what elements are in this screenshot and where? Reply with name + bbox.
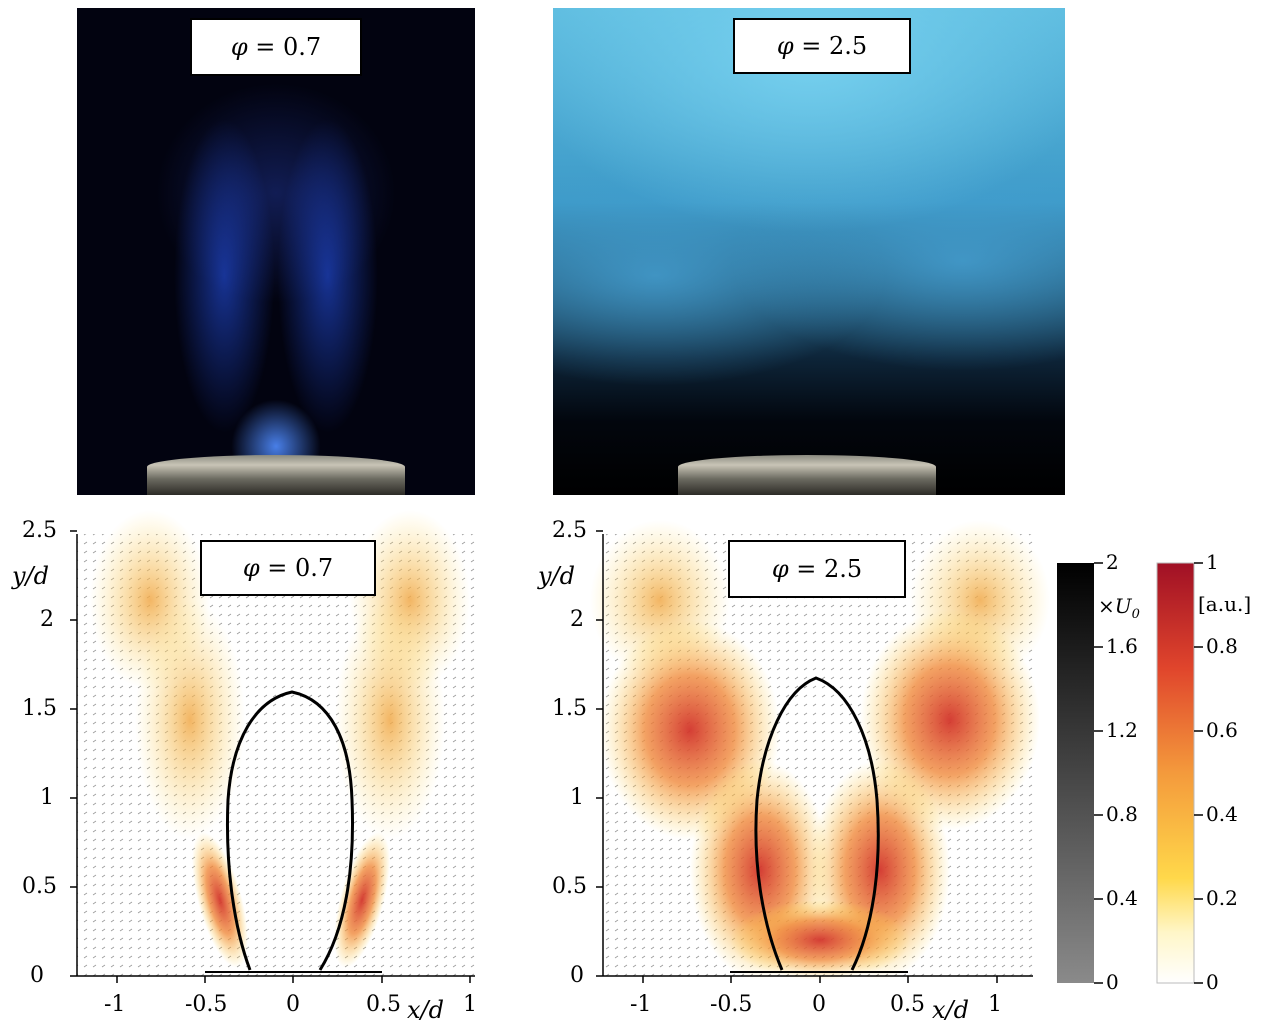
velocity-unit: ×U0	[1098, 594, 1140, 622]
flame-photo-lean	[77, 8, 475, 495]
y-tick-label: 0	[570, 963, 584, 988]
x-tick-label: 1	[988, 992, 1002, 1017]
y-tick-label: 1	[40, 785, 54, 810]
colorbar-intensity	[1156, 562, 1203, 984]
x-axis-title: x/d	[932, 996, 969, 1024]
velocity-tick-label: 1.2	[1106, 718, 1138, 742]
plot-lean	[70, 510, 475, 983]
x-tick-label: -0.5	[185, 992, 228, 1017]
photo-label-rich: φ = 2.5	[733, 18, 911, 74]
y-tick-label: 2	[570, 607, 584, 632]
velocity-tick-label: 0	[1106, 970, 1119, 994]
x-tick-label: 0	[286, 992, 300, 1017]
intensity-tick-label: 0.2	[1206, 886, 1238, 910]
y-axis-title: y/d	[538, 562, 576, 590]
y-tick-label: 1.5	[22, 696, 57, 721]
x-tick-label: -0.5	[710, 992, 753, 1017]
x-axis-title: x/d	[407, 996, 444, 1024]
intensity-tick-label: 0.4	[1206, 802, 1238, 826]
intensity-tick-label: 1	[1206, 550, 1219, 574]
photo-label-lean: φ = 0.7	[190, 18, 362, 76]
y-tick-label: 2.5	[552, 518, 587, 543]
intensity-tick-label: 0.8	[1206, 634, 1238, 658]
y-tick-label: 0.5	[22, 874, 57, 899]
intensity-tick-label: 0	[1206, 970, 1219, 994]
intensity-unit: [a.u.]	[1198, 592, 1252, 616]
plot-rich	[590, 520, 1050, 983]
plot-label-lean: φ = 0.7	[200, 540, 376, 596]
burner-nozzle	[678, 455, 936, 495]
x-tick-label: -1	[630, 992, 652, 1017]
velocity-tick-label: 2	[1106, 550, 1119, 574]
y-tick-label: 0.5	[552, 874, 587, 899]
colorbar-velocity	[1057, 562, 1103, 984]
burner-nozzle	[147, 455, 405, 495]
y-tick-label: 1.5	[552, 696, 587, 721]
x-tick-label: 0	[812, 992, 826, 1017]
y-tick-label: 0	[30, 963, 44, 988]
velocity-tick-label: 0.8	[1106, 802, 1138, 826]
x-tick-label: 0.5	[366, 992, 401, 1017]
x-tick-label: 0.5	[890, 992, 925, 1017]
y-tick-label: 1	[570, 785, 584, 810]
y-tick-label: 2.5	[22, 518, 57, 543]
plot-label-rich: φ = 2.5	[728, 540, 906, 598]
x-tick-label: -1	[104, 992, 126, 1017]
velocity-tick-label: 0.4	[1106, 886, 1138, 910]
flame-photo-rich	[553, 8, 1065, 495]
intensity-tick-label: 0.6	[1206, 718, 1238, 742]
y-tick-label: 2	[40, 607, 54, 632]
velocity-tick-label: 1.6	[1106, 634, 1138, 658]
y-axis-title: y/d	[12, 562, 50, 590]
x-tick-label: 1	[463, 992, 477, 1017]
